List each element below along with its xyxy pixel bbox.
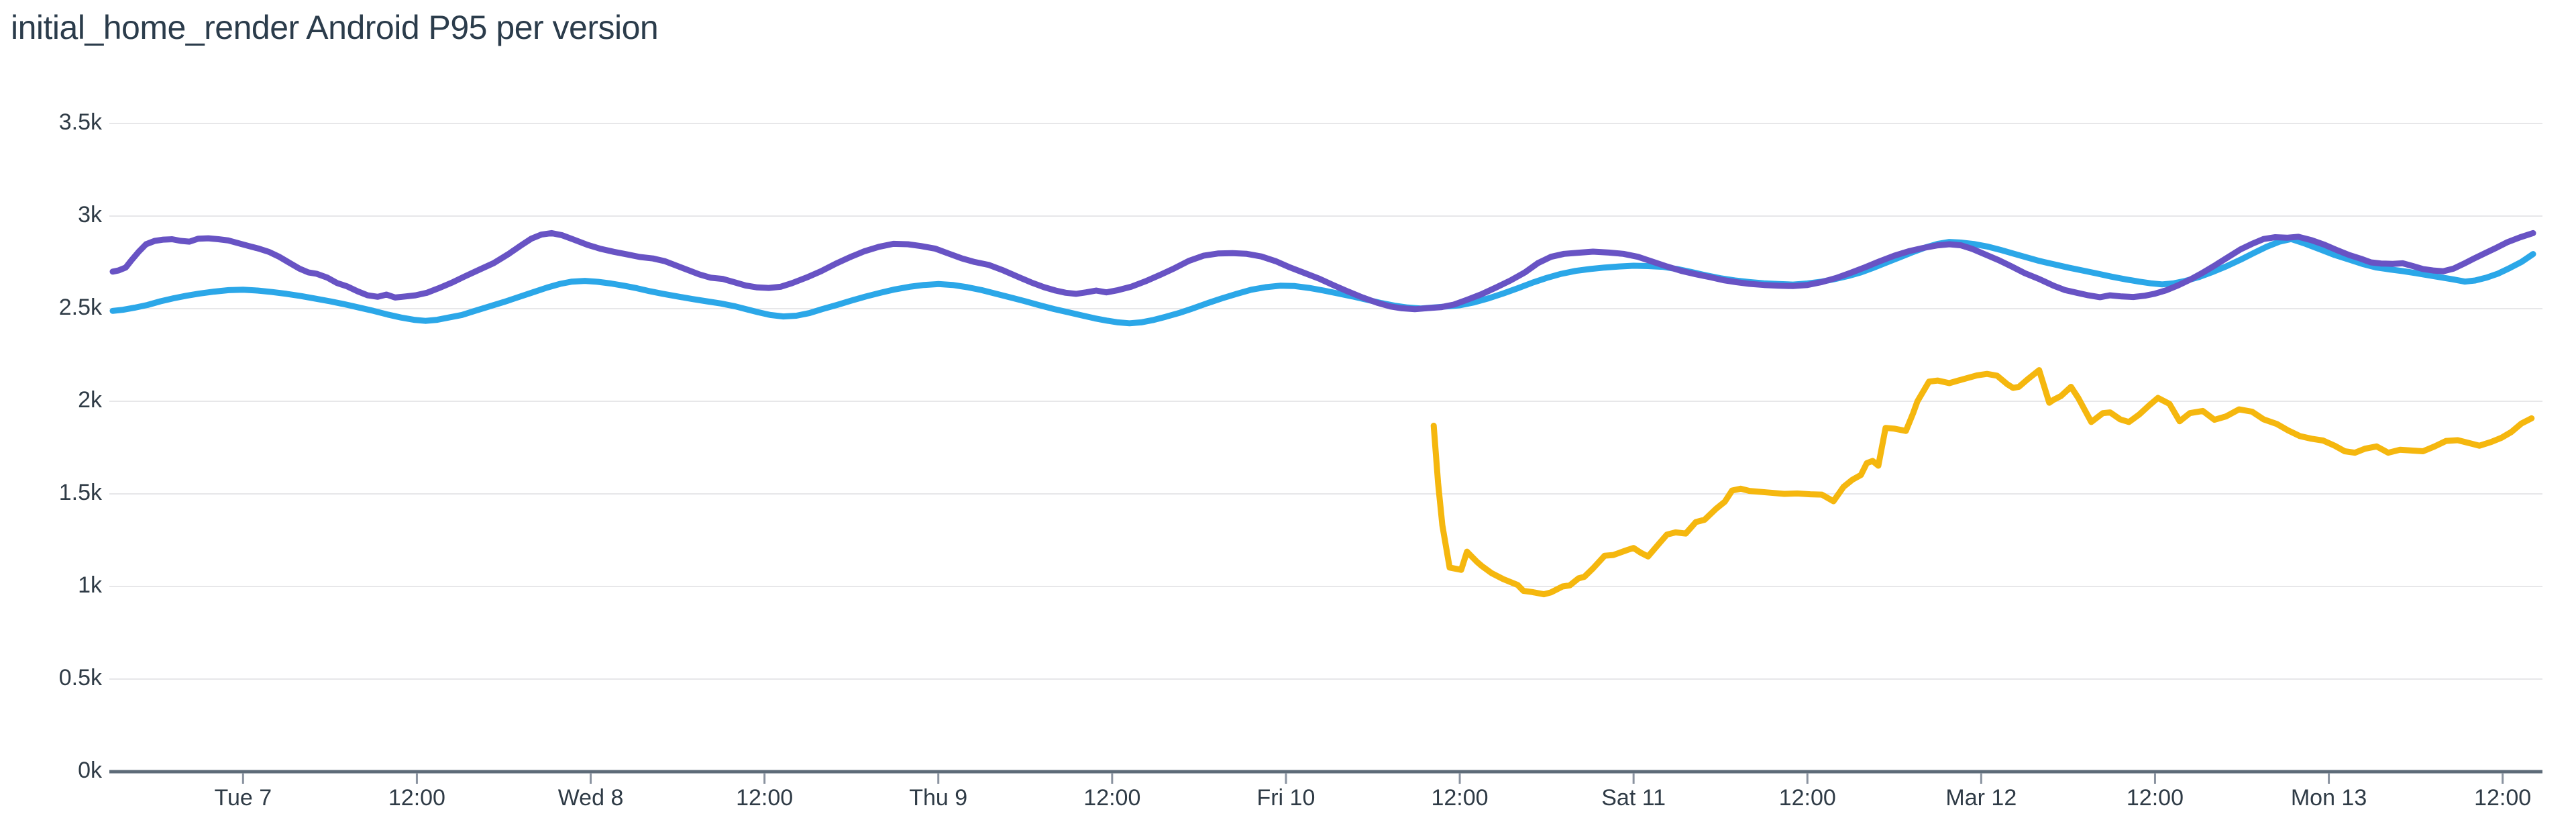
y-tick-label: 2k: [78, 387, 103, 413]
x-tick-label: 12:00: [388, 785, 445, 811]
x-tick-label: Fri 10: [1256, 785, 1315, 811]
x-tick-label: Tue 7: [214, 785, 272, 811]
y-tick-label: 2.5k: [59, 295, 103, 320]
x-tick-label: 12:00: [2127, 785, 2184, 811]
x-tick-label: Wed 8: [558, 785, 624, 811]
x-tick-label: 12:00: [2474, 785, 2531, 811]
x-tick-label: 12:00: [1083, 785, 1140, 811]
series-yellow-line[interactable]: [1430, 367, 2535, 598]
x-tick-label: Mon 13: [2291, 785, 2367, 811]
y-tick-label: 0.5k: [59, 665, 103, 690]
y-tick-label: 3k: [78, 202, 103, 227]
x-tick-label: 12:00: [1779, 785, 1836, 811]
x-tick-label: 12:00: [1431, 785, 1488, 811]
series-purple-line[interactable]: [109, 229, 2536, 313]
y-tick-label: 0k: [78, 758, 103, 783]
x-tick-label: 12:00: [736, 785, 793, 811]
y-tick-label: 3.5k: [59, 109, 103, 135]
x-tick-label: Thu 9: [909, 785, 967, 811]
series-blue-line[interactable]: [109, 236, 2536, 327]
x-tick-label: Mar 12: [1945, 785, 2017, 811]
chart-title: initial_home_render Android P95 per vers…: [11, 9, 659, 46]
x-tick-label: Sat 11: [1601, 785, 1666, 811]
y-tick-label: 1k: [78, 572, 103, 598]
y-tick-label: 1.5k: [59, 480, 103, 505]
